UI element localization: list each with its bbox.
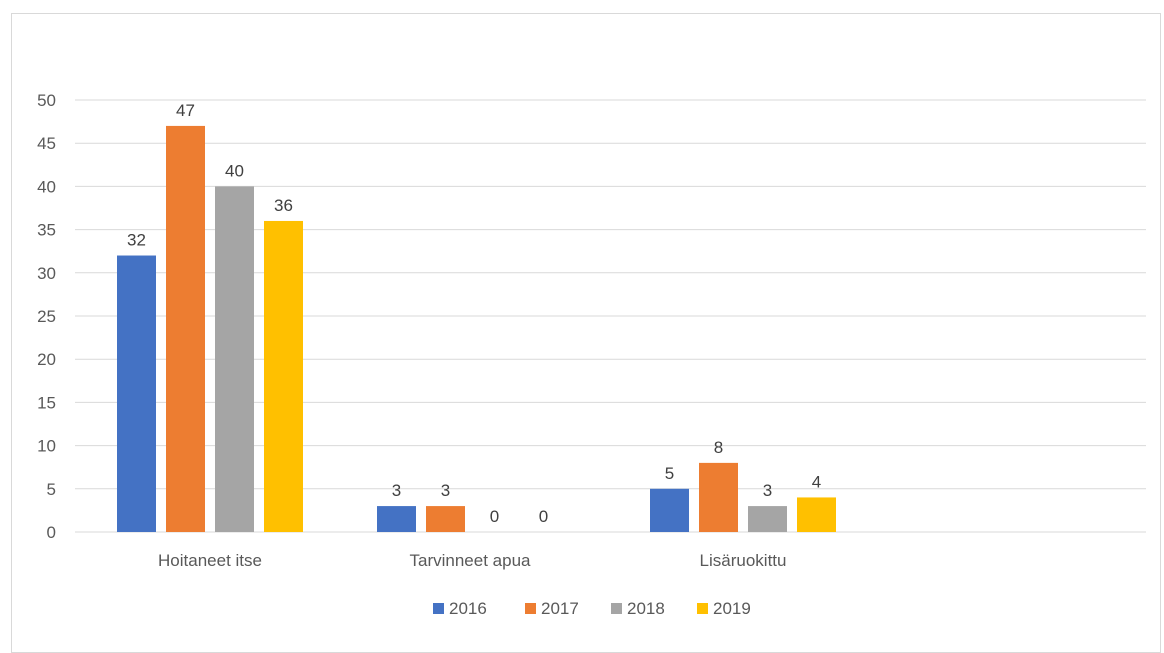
bar-2018-2: [748, 506, 787, 532]
y-tick-label: 25: [37, 307, 56, 326]
data-label: 32: [127, 231, 146, 250]
data-label: 3: [392, 481, 401, 500]
y-tick-label: 20: [37, 350, 56, 369]
legend-label: 2019: [713, 599, 751, 618]
data-label: 8: [714, 438, 723, 457]
data-labels: 32 47 40 36 3 3 0 0 5 8 3 4: [127, 101, 821, 526]
y-tick-label: 50: [37, 91, 56, 110]
x-category-label: Hoitaneet itse: [158, 551, 262, 570]
bar-2016-0: [117, 255, 156, 532]
y-axis-tick-labels: 0 5 10 15 20 25 30 35 40 45 50: [37, 91, 56, 542]
x-category-label: Lisäruokittu: [700, 551, 787, 570]
bar-2016-2: [650, 488, 689, 532]
bar-2018-0: [215, 186, 254, 532]
bar-series: [117, 125, 836, 533]
data-label: 47: [176, 101, 195, 120]
y-tick-label: 0: [47, 523, 56, 542]
legend-swatch-2019: [697, 603, 708, 614]
legend: 2016 2017 2018 2019: [433, 599, 751, 618]
legend-swatch-2017: [525, 603, 536, 614]
legend-label: 2016: [449, 599, 487, 618]
data-label: 0: [490, 507, 499, 526]
legend-swatch-2016: [433, 603, 444, 614]
x-axis-category-labels: Hoitaneet itse Tarvinneet apua Lisäruokitt…: [158, 551, 786, 570]
y-tick-label: 15: [37, 393, 56, 412]
bar-2017-2: [699, 462, 738, 532]
y-tick-label: 10: [37, 437, 56, 456]
y-tick-label: 5: [47, 480, 56, 499]
data-label: 40: [225, 161, 244, 180]
y-tick-label: 45: [37, 134, 56, 153]
data-label: 4: [812, 472, 821, 491]
legend-label: 2017: [541, 599, 579, 618]
data-label: 36: [274, 196, 293, 215]
bar-2019-0: [264, 220, 303, 532]
bar-2017-0: [166, 125, 205, 533]
data-label: 5: [665, 464, 674, 483]
y-tick-label: 30: [37, 264, 56, 283]
data-label: 0: [539, 507, 548, 526]
y-tick-label: 35: [37, 221, 56, 240]
bar-2019-2: [797, 497, 836, 532]
legend-swatch-2018: [611, 603, 622, 614]
y-tick-label: 40: [37, 177, 56, 196]
legend-label: 2018: [627, 599, 665, 618]
x-category-label: Tarvinneet apua: [410, 551, 532, 570]
data-label: 3: [763, 481, 772, 500]
data-label: 3: [441, 481, 450, 500]
bar-2016-1: [377, 506, 416, 532]
bar-2017-1: [426, 506, 465, 532]
